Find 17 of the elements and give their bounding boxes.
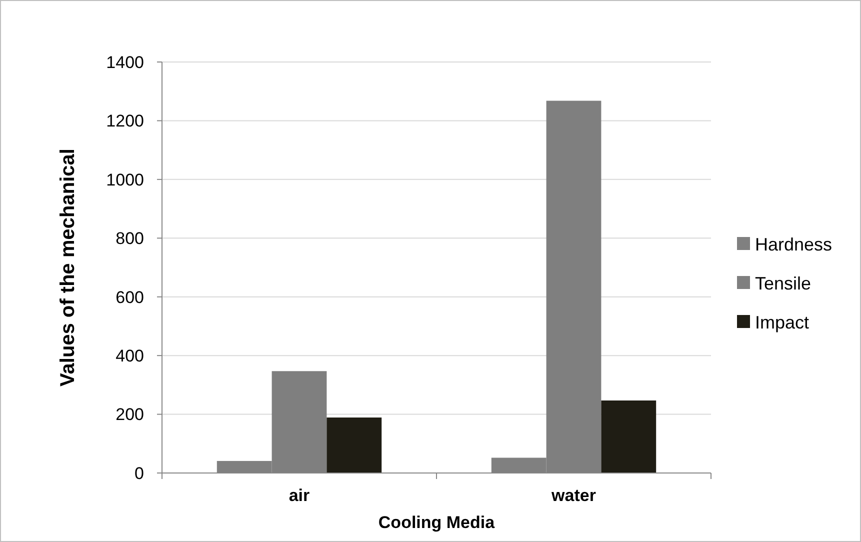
y-tick-label: 0 xyxy=(134,464,144,483)
y-tick-label: 400 xyxy=(116,346,144,366)
y-tick-label: 800 xyxy=(116,229,144,248)
y-tick-label: 1000 xyxy=(106,170,144,190)
legend-label: Hardness xyxy=(755,234,832,254)
y-axis-title: Values of the mechanical xyxy=(57,148,79,386)
y-tick-label: 1200 xyxy=(106,112,144,131)
bar xyxy=(326,418,382,473)
y-tick-label: 1400 xyxy=(106,52,144,72)
legend-label: Impact xyxy=(755,312,810,332)
x-tick-label: air xyxy=(288,486,310,505)
bar xyxy=(601,400,656,473)
x-axis-title: Cooling Media xyxy=(378,513,496,532)
x-tick-label: water xyxy=(550,486,596,505)
legend-label: Tensile xyxy=(755,273,812,294)
y-tick-label: 600 xyxy=(116,288,144,307)
y-tick-label: 200 xyxy=(116,405,144,424)
